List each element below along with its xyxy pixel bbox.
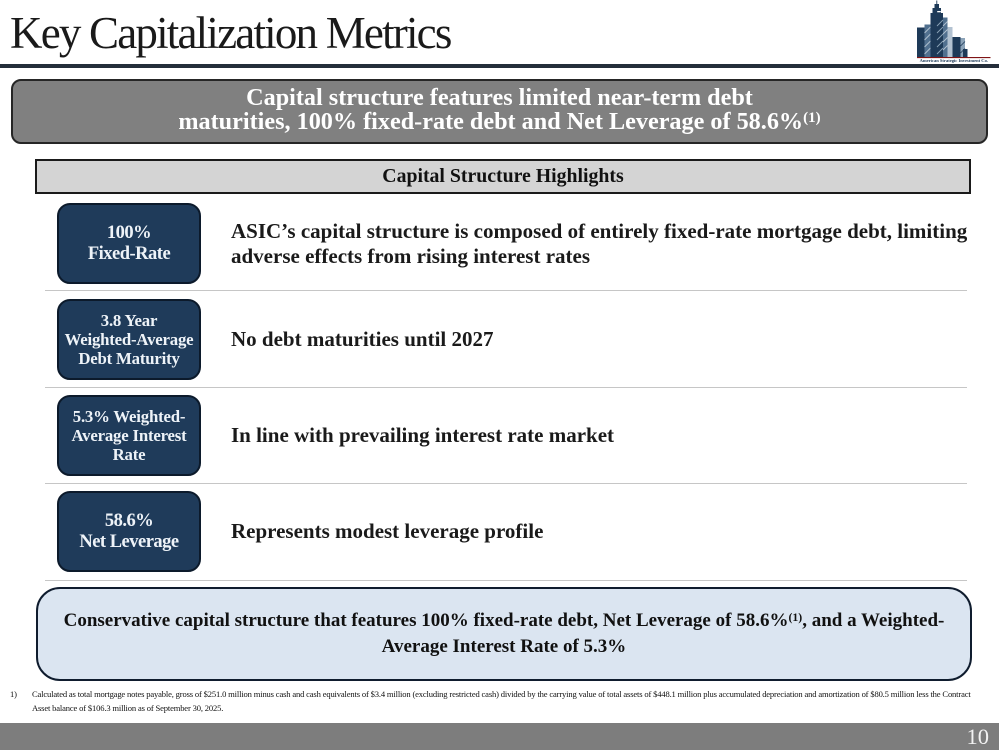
page-number: 10 xyxy=(966,724,990,749)
callout-line2: Average Interest Rate of 5.3% xyxy=(381,636,627,657)
callout-line1-suffix: , and a Weighted- xyxy=(802,610,945,631)
metric-description: ASIC’s capital structure is composed of … xyxy=(231,218,968,268)
row-separator xyxy=(45,290,967,291)
footnote-marker: 1) xyxy=(10,689,17,699)
footnote: 1) Calculated as total mortgage notes pa… xyxy=(10,687,989,715)
metric-pill-fixed-rate: 100% Fixed-Rate xyxy=(57,203,201,284)
metric-pill-interest-rate: 5.3% Weighted- Average Interest Rate xyxy=(57,395,201,476)
metric-pill-net-leverage: 58.6% Net Leverage xyxy=(57,491,201,572)
row-separator xyxy=(45,483,967,484)
banner-line2: maturities, 100% fixed-rate debt and Net… xyxy=(178,108,821,137)
key-message-banner: Capital structure features limited near-… xyxy=(11,79,988,144)
section-header-label: Capital Structure Highlights xyxy=(382,165,624,187)
metric-description: In line with prevailing interest rate ma… xyxy=(231,423,615,447)
footer-bar: 10 xyxy=(0,723,999,750)
callout-line1-prefix: Conservative capital structure that feat… xyxy=(63,610,789,631)
page-title: Key Capitalization Metrics xyxy=(10,8,452,58)
logo-company-name: American Strategic Investment Co. xyxy=(920,58,988,63)
row-separator xyxy=(45,580,967,581)
skyline-icon xyxy=(917,0,968,57)
company-logo: American Strategic Investment Co. xyxy=(917,0,991,63)
callout-line1: Conservative capital structure that feat… xyxy=(64,609,945,635)
banner-line2-text: maturities, 100% fixed-rate debt and Net… xyxy=(178,108,804,135)
footnote-ref: (1) xyxy=(803,110,821,127)
footnote-ref: (1) xyxy=(788,610,803,624)
summary-callout: Conservative capital structure that feat… xyxy=(36,587,972,681)
row-separator xyxy=(45,387,967,388)
section-header: Capital Structure Highlights xyxy=(35,159,971,194)
metric-description: No debt maturities until 2027 xyxy=(231,327,494,351)
banner-line1: Capital structure features limited near-… xyxy=(246,83,753,111)
metric-description: Represents modest leverage profile xyxy=(231,519,544,543)
title-rule xyxy=(0,64,999,68)
footnote-text: Calculated as total mortgage notes payab… xyxy=(32,689,971,713)
metric-pill-debt-maturity: 3.8 Year Weighted-Average Debt Maturity xyxy=(57,299,201,380)
